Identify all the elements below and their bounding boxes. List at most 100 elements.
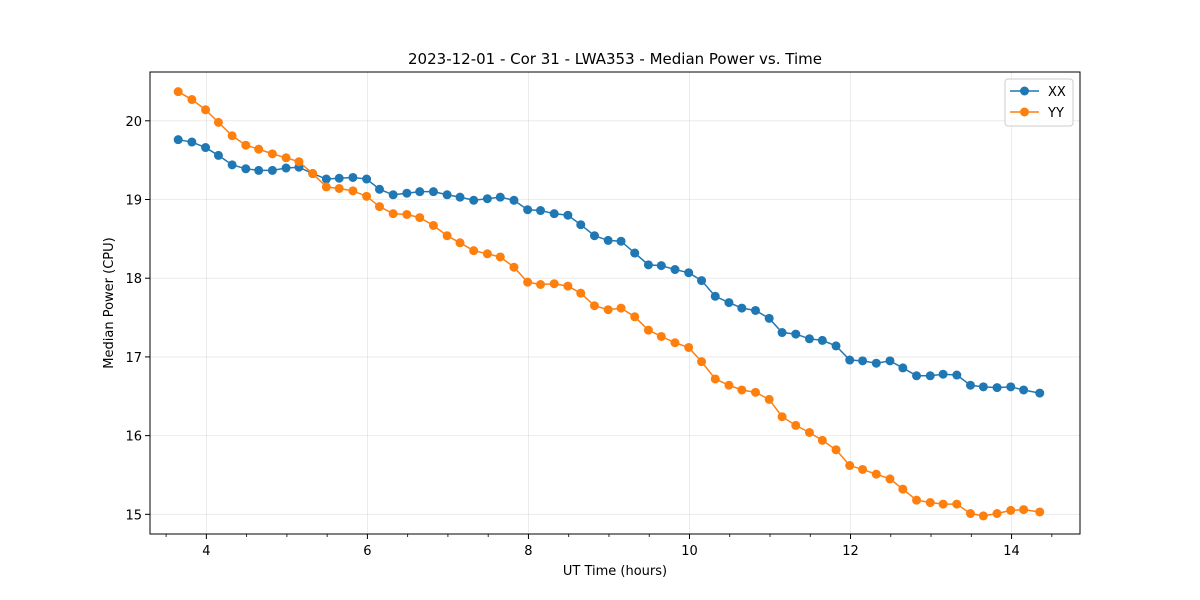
data-point-xx [1019, 385, 1029, 395]
x-tick-label: 4 [202, 544, 210, 559]
data-point-yy [697, 357, 707, 367]
data-point-xx [442, 190, 452, 200]
data-point-yy [348, 186, 358, 196]
grid [150, 72, 1080, 534]
data-point-yy [388, 209, 398, 219]
series-line-yy [177, 91, 1040, 517]
data-point-yy [267, 149, 277, 159]
data-point-xx [428, 187, 438, 197]
data-point-yy [925, 498, 935, 508]
data-point-yy [912, 495, 922, 505]
data-point-yy [965, 509, 975, 519]
data-point-yy [684, 342, 694, 352]
data-point-xx [523, 205, 533, 215]
data-point-yy [241, 140, 251, 150]
data-point-xx [656, 261, 666, 271]
x-tick-label: 10 [681, 544, 698, 559]
legend-label-yy: YY [1047, 106, 1064, 121]
data-point-yy [509, 262, 519, 272]
data-point-yy [616, 303, 626, 313]
data-point-yy [656, 331, 666, 341]
legend-label-xx: XX [1048, 85, 1066, 100]
data-point-xx [804, 334, 814, 344]
data-point-yy [764, 394, 774, 404]
y-tick-label: 19 [125, 194, 142, 209]
x-tick-label: 8 [524, 544, 532, 559]
data-point-xx [201, 143, 211, 153]
data-point-xx [898, 363, 908, 373]
data-point-xx [455, 192, 465, 202]
data-point-yy [187, 95, 197, 105]
data-point-xx [871, 358, 881, 368]
data-point-xx [670, 265, 680, 275]
data-point-yy [630, 312, 640, 322]
data-point-yy [402, 209, 412, 219]
data-point-xx [254, 165, 264, 175]
data-point-xx [912, 371, 922, 381]
data-point-xx [576, 220, 586, 230]
data-point-yy [791, 420, 801, 430]
data-point-yy [589, 301, 599, 311]
data-point-xx [603, 235, 613, 245]
data-point-yy [294, 157, 304, 167]
data-point-xx [845, 355, 855, 365]
data-point-xx [321, 174, 331, 184]
data-point-xx [737, 303, 747, 313]
data-point-xx [402, 188, 412, 198]
y-tick-label: 15 [125, 508, 142, 523]
data-point-xx [374, 184, 384, 194]
data-point-yy [804, 427, 814, 437]
series-layer [173, 87, 1045, 521]
data-point-xx [831, 341, 841, 351]
data-point-xx [925, 371, 935, 381]
data-point-xx [630, 248, 640, 258]
data-point-xx [415, 187, 425, 197]
data-point-yy [173, 87, 183, 97]
data-point-xx [697, 276, 707, 286]
data-point-yy [777, 412, 787, 422]
data-point-yy [1019, 505, 1029, 515]
data-point-yy [1006, 505, 1016, 515]
legend: XX YY [1004, 78, 1074, 127]
legend-marker-xx [1020, 86, 1029, 96]
data-point-xx [362, 174, 372, 184]
data-point-xx [267, 165, 277, 175]
data-point-yy [536, 280, 546, 290]
data-point-xx [563, 210, 573, 220]
data-point-yy [1035, 507, 1045, 517]
data-point-xx [885, 356, 895, 366]
data-point-yy [549, 279, 559, 289]
data-point-yy [871, 469, 881, 479]
data-point-yy [469, 246, 479, 256]
data-point-xx [227, 160, 237, 170]
data-point-yy [563, 281, 573, 291]
data-point-xx [388, 190, 398, 200]
data-point-yy [281, 153, 291, 163]
chart-title: 2023-12-01 - Cor 31 - LWA353 - Median Po… [408, 50, 822, 68]
x-tick-label: 6 [363, 544, 371, 559]
data-point-xx [764, 313, 774, 323]
data-point-yy [308, 169, 318, 179]
data-point-yy [643, 325, 653, 335]
data-point-yy [885, 474, 895, 484]
data-point-yy [710, 374, 720, 384]
data-point-yy [938, 499, 948, 509]
y-tick-label: 17 [125, 351, 142, 366]
data-point-xx [281, 163, 291, 173]
data-point-yy [201, 105, 211, 115]
data-point-xx [684, 268, 694, 278]
data-point-yy [482, 249, 492, 259]
data-point-xx [469, 195, 479, 205]
y-axis-label: Median Power (CPU) [102, 237, 117, 368]
data-point-xx [187, 137, 197, 147]
data-point-yy [845, 461, 855, 471]
data-point-yy [576, 288, 586, 298]
y-tick-label: 20 [125, 115, 142, 130]
data-point-xx [549, 209, 559, 219]
data-point-yy [670, 338, 680, 348]
data-point-xx [482, 194, 492, 204]
data-point-xx [334, 173, 344, 183]
data-point-yy [603, 305, 613, 315]
data-point-yy [374, 202, 384, 212]
data-point-xx [173, 135, 183, 145]
